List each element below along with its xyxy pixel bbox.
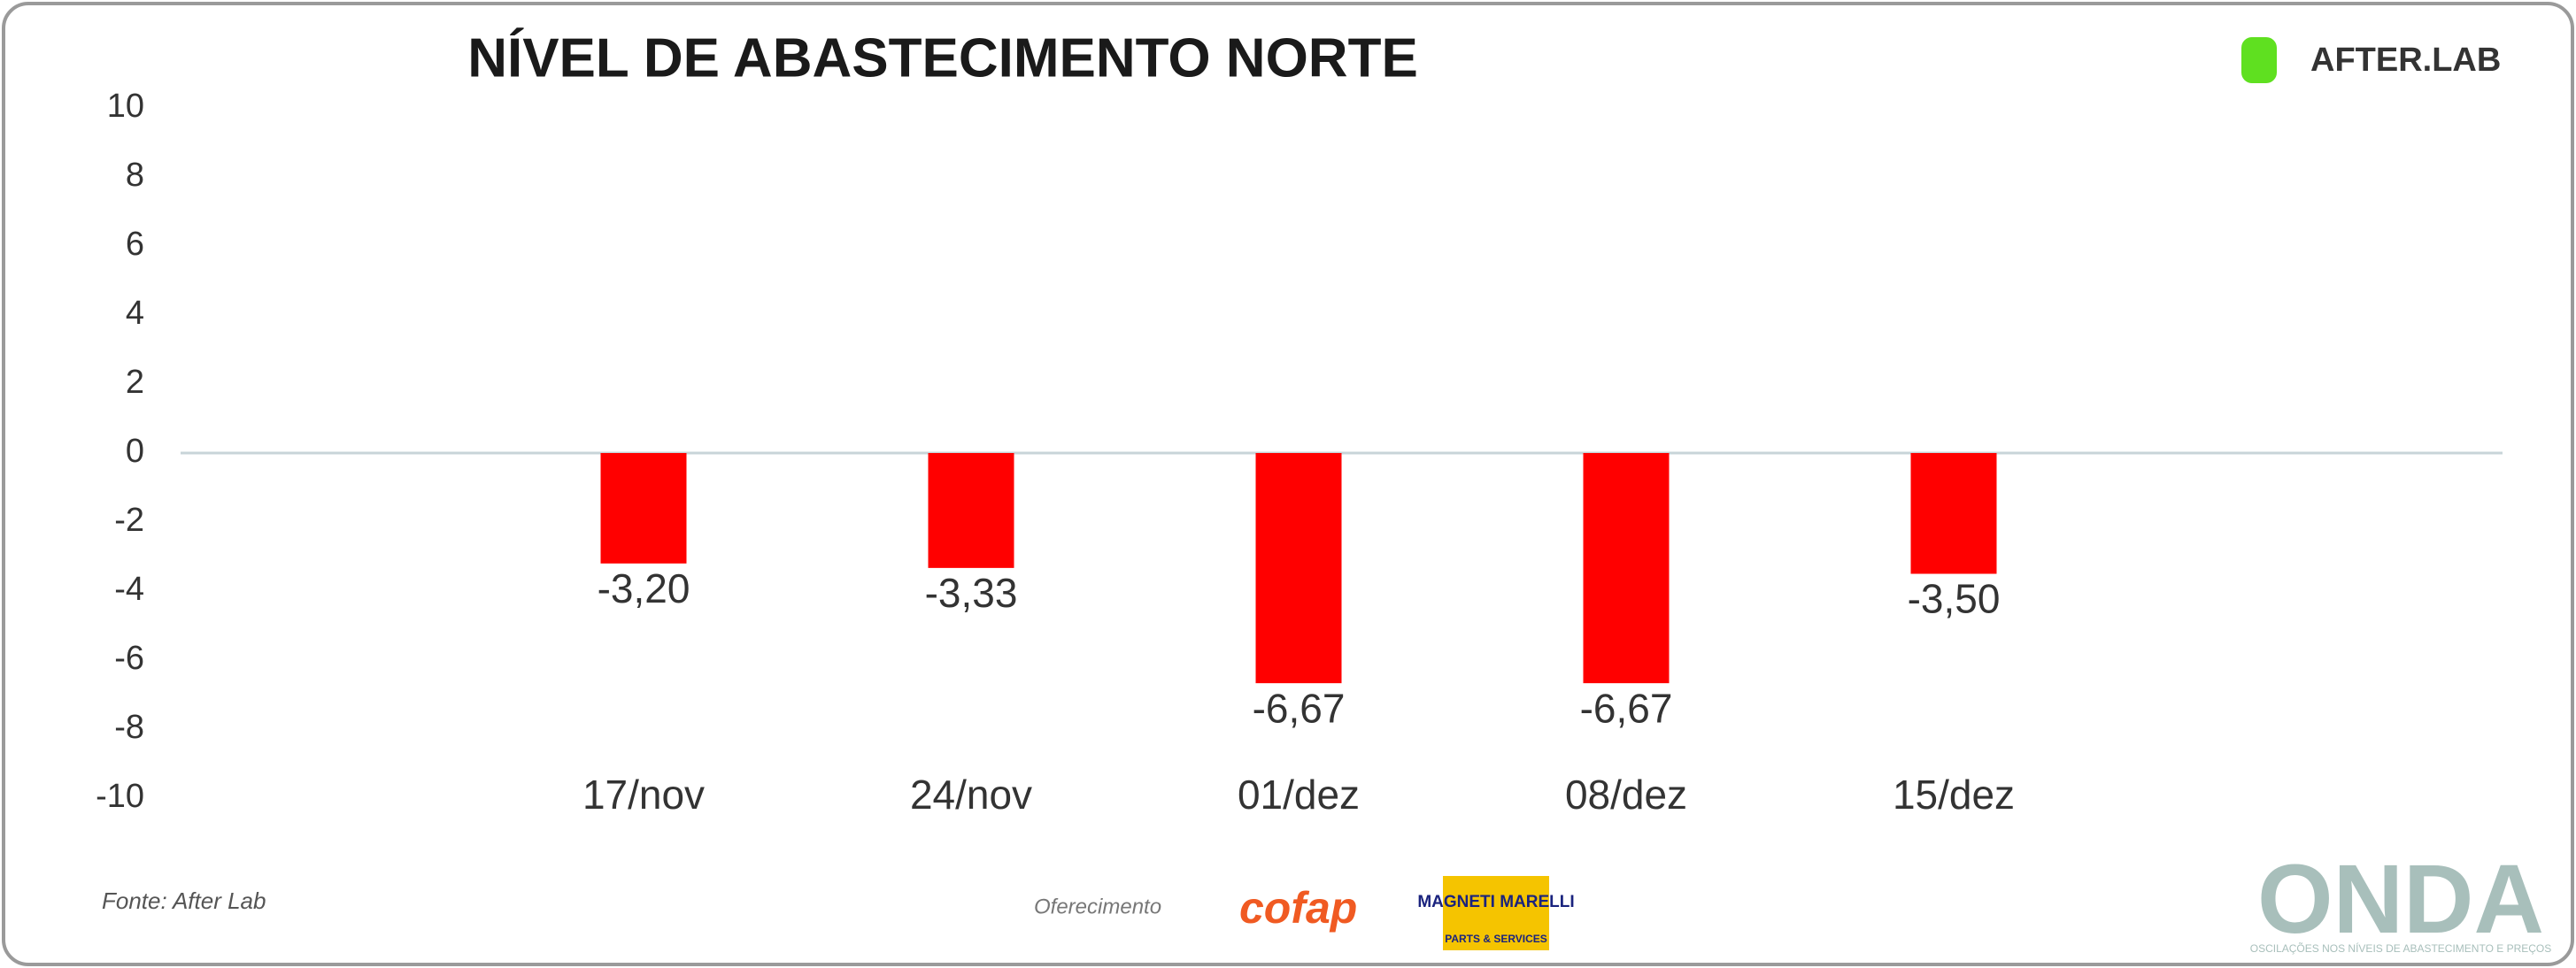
bar — [600, 453, 687, 564]
value-label: -3,50 — [1908, 576, 2001, 622]
sponsor-label: Oferecimento — [1034, 895, 1161, 918]
sponsor-box — [1443, 876, 1549, 950]
x-tick-label: 17/nov — [582, 772, 705, 818]
bar — [928, 453, 1014, 568]
y-tick-label: -4 — [114, 571, 144, 608]
y-tick-label: 10 — [107, 88, 144, 125]
logo-text: AFTER.LAB — [2310, 42, 2501, 79]
bar — [1255, 453, 1342, 684]
y-tick-label: 0 — [126, 433, 144, 470]
x-tick-label: 08/dez — [1565, 772, 1687, 818]
x-tick-label: 15/dez — [1893, 772, 2015, 818]
x-tick-label: 24/nov — [910, 772, 1032, 818]
sponsor-cofap: cofap — [1239, 883, 1357, 933]
value-label: -3,20 — [598, 565, 690, 611]
y-tick-label: -6 — [114, 640, 144, 677]
y-tick-label: -8 — [114, 709, 144, 746]
brand: ONDA — [2257, 845, 2544, 954]
y-tick-label: 6 — [126, 226, 144, 263]
bar — [1910, 453, 1997, 574]
sponsor-marelli-sub: PARTS & SERVICES — [1445, 933, 1547, 945]
source: Fonte: After Lab — [102, 887, 266, 914]
sponsor-marelli: MAGNETI MARELLI — [1417, 893, 1574, 911]
bar — [1583, 453, 1670, 684]
brand-tagline: OSCILAÇÕES NOS NÍVEIS DE ABASTECIMENTO E… — [2250, 941, 2552, 955]
y-tick-label: 4 — [126, 295, 144, 332]
value-label: -6,67 — [1580, 685, 1673, 731]
logo-icon — [2241, 37, 2277, 83]
value-label: -6,67 — [1253, 685, 1346, 731]
y-tick-label: -10 — [96, 778, 144, 815]
chart-title: NÍVEL DE ABASTECIMENTO NORTE — [467, 27, 1418, 88]
y-tick-label: 8 — [126, 157, 144, 194]
value-label: -3,33 — [925, 570, 1018, 616]
y-tick-label: -2 — [114, 502, 144, 539]
y-tick-label: 2 — [126, 364, 144, 401]
x-tick-label: 01/dez — [1238, 772, 1360, 818]
